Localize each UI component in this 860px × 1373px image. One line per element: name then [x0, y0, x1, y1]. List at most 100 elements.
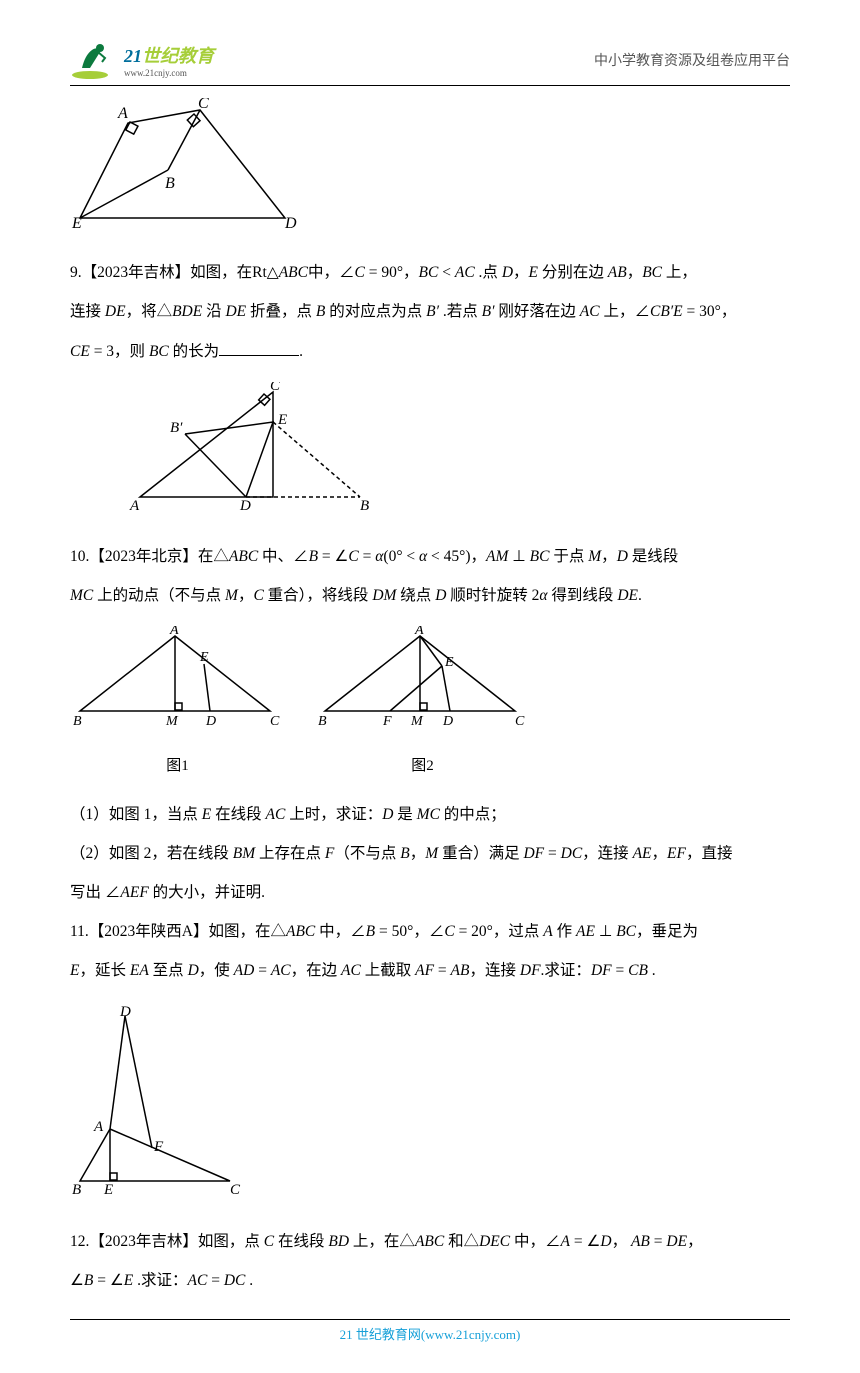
logo-domain: www.21cnjy.com — [124, 68, 214, 78]
p10-l2-9: D — [435, 587, 446, 604]
p11-l2-6: ，使 — [199, 962, 234, 979]
p12-t14: = — [650, 1233, 667, 1250]
header-right-text: 中小学教育资源及组卷应用平台 — [594, 50, 790, 70]
p12-t9: A — [561, 1233, 570, 1250]
p9-l2-13: 刚好落在边 — [495, 303, 580, 320]
p10-s2-2: BM — [233, 845, 255, 862]
p10-prefix: 10.【2023年北京】在△ — [70, 548, 229, 565]
p12-t11: D — [600, 1233, 611, 1250]
p9-l2-4: BDE — [172, 303, 202, 320]
p10-t2: 中、∠ — [258, 548, 308, 565]
p10-l2-13: DE — [617, 587, 638, 604]
p11-l2-11: AC — [341, 962, 361, 979]
p10-t18: 是线段 — [628, 548, 678, 565]
p9-l2-15: 上，∠ — [600, 303, 650, 320]
svg-text:C: C — [270, 714, 280, 729]
answer-blank — [219, 340, 299, 356]
p10-l2-1: MC — [70, 587, 93, 604]
svg-text:A: A — [117, 105, 128, 122]
p11-l2-17: DF — [520, 962, 541, 979]
svg-text:C: C — [515, 714, 525, 729]
p10-s1-9: 的中点； — [440, 806, 506, 823]
p10-t14: 于点 — [549, 548, 588, 565]
p11-l2-10: ，在边 — [291, 962, 341, 979]
logo-century: 世纪教育 — [142, 46, 214, 66]
problem-12: 12.【2023年吉林】如图，点 C 在线段 BD 上，在△ABC 和△DEC … — [70, 1223, 790, 1260]
svg-text:F: F — [382, 714, 392, 729]
p9-t2: 中，∠ — [308, 264, 355, 281]
p9-t10: ， — [513, 264, 529, 281]
problem-11-line2: E，延长 EA 至点 D，使 AD = AC，在边 AC 上截取 AF = AB… — [70, 952, 790, 989]
fig1-label: 图1 — [70, 748, 285, 784]
svg-text:B: B — [165, 175, 175, 192]
svg-text:E: E — [199, 650, 209, 665]
p11-t5: C — [444, 923, 454, 940]
svg-text:B′: B′ — [170, 420, 183, 436]
p10-s1-8: MC — [417, 806, 440, 823]
svg-text:D: D — [119, 1004, 131, 1020]
page-footer: 21 世纪教育网(www.21cnjy.com) — [70, 1319, 790, 1343]
p11-t8: 作 — [553, 923, 576, 940]
p10-l2-10: 顺时针旋转 2 — [446, 587, 539, 604]
problem-11: 11.【2023年陕西A】如图，在△ABC 中，∠B = 50°，∠C = 20… — [70, 913, 790, 950]
p10-t3: B — [309, 548, 318, 565]
svg-text:A: A — [414, 626, 424, 638]
p9-t12: 分别在边 — [538, 264, 608, 281]
figure-pair-p10: A E B M D C 图1 A E B — [70, 626, 790, 783]
p10-t12: ⊥ — [508, 548, 529, 565]
figure-p10-1: A E B M D C 图1 — [70, 626, 285, 783]
p9-l2-16: CB′E — [650, 303, 683, 320]
p11-l2-19: DF — [591, 962, 612, 979]
svg-text:M: M — [410, 714, 424, 729]
p10-s2-6: B — [400, 845, 409, 862]
figure-p10-2: A E B F M D C 图2 — [315, 626, 530, 783]
p12-t4: 上，在△ — [349, 1233, 415, 1250]
svg-text:E: E — [71, 215, 82, 228]
problem-9-line3: CE = 3，则 BC 的长为. — [70, 333, 790, 370]
p10-l2-7: DM — [372, 587, 396, 604]
p12-t8: 中，∠ — [510, 1233, 560, 1250]
p11-l2-15: AB — [451, 962, 470, 979]
p11-t3: B — [366, 923, 375, 940]
p11-t10: ⊥ — [595, 923, 616, 940]
svg-text:B: B — [318, 714, 327, 729]
p12-t15: DE — [666, 1233, 687, 1250]
svg-text:E: E — [277, 412, 287, 428]
p10-s2-1: （2）如图 2，若在线段 — [70, 845, 233, 862]
svg-text:D: D — [205, 714, 216, 729]
p12-l2-2: B — [84, 1272, 93, 1289]
p12-l2-6: AC — [188, 1272, 208, 1289]
p12-prefix: 12.【2023年吉林】如图，点 — [70, 1233, 264, 1250]
p12-t10: = ∠ — [570, 1233, 600, 1250]
p10-s2-14: AE — [633, 845, 652, 862]
p11-t1: ABC — [286, 923, 315, 940]
p10-t5: C — [348, 548, 358, 565]
svg-text:E: E — [444, 655, 454, 670]
page-header: 21世纪教育 www.21cnjy.com 中小学教育资源及组卷应用平台 — [70, 40, 790, 86]
svg-text:B: B — [72, 1182, 81, 1196]
p11-l2-4: 至点 — [149, 962, 188, 979]
p9-t4: = 90°， — [365, 264, 419, 281]
p9-t7: AC — [455, 264, 475, 281]
p10-l2-6: 重合），将线段 — [264, 587, 373, 604]
p10-t6: = — [359, 548, 376, 565]
p12-t16: ， — [687, 1233, 703, 1250]
p10-t17: D — [617, 548, 628, 565]
p9-t9: D — [502, 264, 513, 281]
p10-l2-12: 得到线段 — [548, 587, 618, 604]
p11-t7: A — [543, 923, 552, 940]
p9-t3: C — [355, 264, 365, 281]
svg-text:E: E — [103, 1182, 113, 1196]
p9-l2-3: ，将△ — [126, 303, 173, 320]
p10-s1-4: AC — [266, 806, 286, 823]
p9-l3-4: 的长为 — [169, 343, 219, 360]
p12-t3: BD — [328, 1233, 349, 1250]
p12-t1: C — [264, 1233, 274, 1250]
svg-text:F: F — [153, 1139, 164, 1155]
p11-prefix: 11.【2023年陕西A】如图，在△ — [70, 923, 286, 940]
p11-t12: ，垂足为 — [636, 923, 698, 940]
p10-s2-15: ， — [652, 845, 668, 862]
p11-l2-20: = — [612, 962, 629, 979]
p11-l2-8: = — [254, 962, 271, 979]
svg-text:C: C — [198, 98, 209, 112]
